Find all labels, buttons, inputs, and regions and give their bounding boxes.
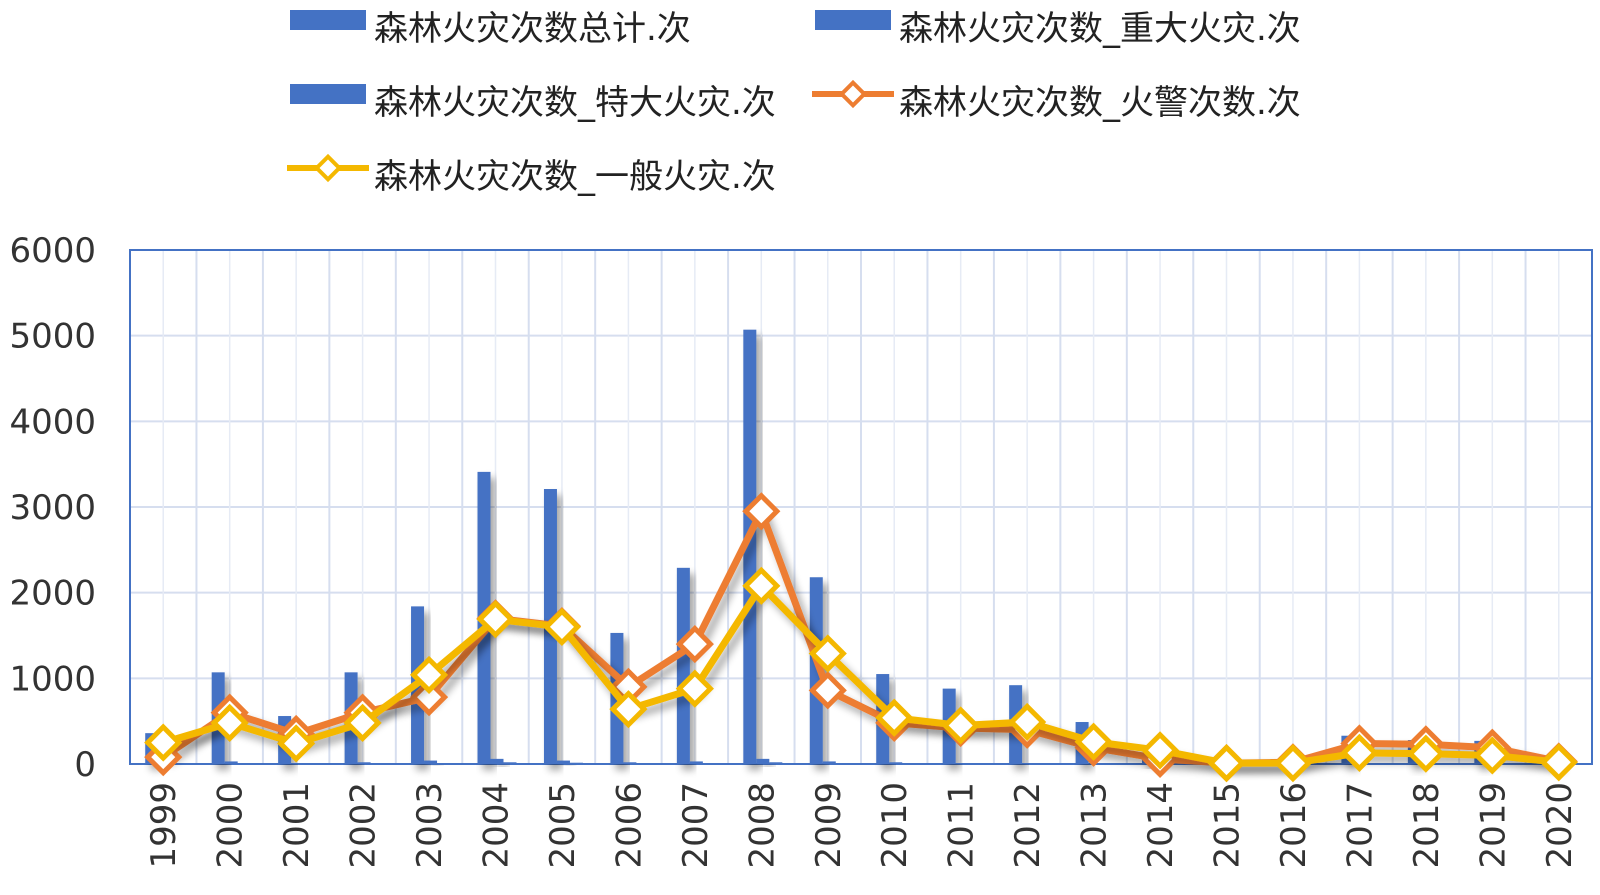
x-tick-label: 2001 xyxy=(277,782,317,869)
legend-label-major: 森林火灾次数_重大火灾.次 xyxy=(899,9,1301,49)
line-point-0-2007 xyxy=(675,624,714,664)
legend-label-total: 森林火灾次数总计.次 xyxy=(374,9,691,49)
x-tick-label: 2005 xyxy=(543,782,583,869)
y-tick-label: 5000 xyxy=(9,317,96,357)
x-tick-label: 2019 xyxy=(1473,782,1513,869)
line-point-1-1999 xyxy=(144,723,183,762)
bar-2-2008 xyxy=(769,762,783,764)
line-point-1-2011 xyxy=(941,706,980,745)
line-point-1-2017 xyxy=(1340,733,1379,772)
x-tick-label: 2016 xyxy=(1274,782,1314,869)
line-point-1-2016 xyxy=(1273,744,1313,783)
line-series xyxy=(144,492,1578,783)
y-tick-label: 3000 xyxy=(9,488,96,528)
x-tick-label: 2012 xyxy=(1008,782,1048,869)
x-tick-label: 2003 xyxy=(410,782,450,869)
line-point-1-2006 xyxy=(609,690,648,729)
bar-2-2005 xyxy=(569,762,583,764)
x-tick-label: 2002 xyxy=(344,782,384,869)
legend-label-extreme: 森林火灾次数_特大火灾.次 xyxy=(374,83,776,123)
bar-2-2004 xyxy=(503,762,517,764)
x-tick-label: 2014 xyxy=(1141,782,1181,869)
x-tick-label: 2008 xyxy=(742,782,782,869)
x-tick-label: 2000 xyxy=(211,782,251,869)
x-tick-label: 2018 xyxy=(1407,782,1447,869)
bar-1-2007 xyxy=(689,761,703,764)
line-point-1-2020 xyxy=(1539,743,1578,782)
legend-swatch-major xyxy=(815,10,891,30)
x-tick-label: 2017 xyxy=(1340,782,1380,869)
legend: 森林火灾次数总计.次 森林火灾次数_重大火灾.次 森林火灾次数_特大火灾.次 森… xyxy=(287,9,1301,197)
y-tick-label: 0 xyxy=(74,745,96,785)
y-tick-label: 6000 xyxy=(9,231,96,271)
legend-swatch-total xyxy=(290,10,366,30)
x-tick-label: 2011 xyxy=(942,782,982,869)
line-point-1-2001 xyxy=(277,724,316,763)
x-tick-label: 2007 xyxy=(676,782,716,869)
bar-0-2008 xyxy=(743,329,757,764)
line-point-1-2014 xyxy=(1140,731,1180,770)
line-series-1 xyxy=(162,582,1560,767)
x-tick-label: 1999 xyxy=(144,782,184,869)
y-tick-label: 4000 xyxy=(9,402,96,442)
bar-1-2003 xyxy=(424,760,438,764)
line-point-1-2015 xyxy=(1207,744,1246,783)
bar-1-2002 xyxy=(357,762,371,764)
line-point-0-2003 xyxy=(409,678,449,717)
bar-0-2007 xyxy=(676,567,690,764)
y-tick-label: 2000 xyxy=(9,574,96,614)
bar-1-2010 xyxy=(889,762,903,764)
line-point-1-2004 xyxy=(476,600,515,639)
line-point-1-2013 xyxy=(1074,722,1113,761)
legend-swatch-general xyxy=(287,153,369,183)
line-point-1-2007 xyxy=(675,669,714,708)
line-point-1-2010 xyxy=(875,698,914,737)
bar-1-2009 xyxy=(822,761,836,764)
bar-2-2003 xyxy=(437,763,451,764)
bar-0-2009 xyxy=(809,577,823,764)
gridlines xyxy=(129,249,1593,765)
bar-1-2000 xyxy=(224,761,238,764)
line-point-1-2018 xyxy=(1406,734,1445,773)
line-point-1-2019 xyxy=(1473,736,1512,775)
bar-1-2005 xyxy=(556,760,570,764)
x-tick-label: 2013 xyxy=(1075,782,1115,869)
line-series-0 xyxy=(161,507,1560,767)
line-point-0-2008 xyxy=(742,492,781,531)
bar-1-2011 xyxy=(955,763,969,764)
plot-area-border xyxy=(129,249,1593,765)
line-point-1-2012 xyxy=(1008,702,1047,742)
y-axis-tick-labels: 0 1000 2000 3000 4000 5000 6000 xyxy=(9,231,96,785)
legend-swatch-alarm xyxy=(812,79,894,109)
bar-1-2008 xyxy=(756,758,770,764)
bar-1-2012 xyxy=(1022,763,1036,764)
line-point-1-2008 xyxy=(742,566,781,605)
legend-swatch-extreme xyxy=(290,84,366,104)
line-point-1-2009 xyxy=(808,634,847,673)
bar-1-2004 xyxy=(490,758,504,764)
y-tick-label: 1000 xyxy=(9,659,96,699)
x-tick-label: 2020 xyxy=(1540,782,1580,869)
line-point-1-2003 xyxy=(409,655,449,694)
x-tick-label: 2015 xyxy=(1208,782,1248,869)
legend-label-general: 森林火灾次数_一般火灾.次 xyxy=(374,157,776,197)
line-point-1-2000 xyxy=(210,703,249,742)
x-tick-label: 2009 xyxy=(809,782,849,869)
line-point-1-2005 xyxy=(542,607,582,647)
bar-2-2009 xyxy=(835,763,849,764)
bar-1-2001 xyxy=(291,763,305,764)
legend-label-alarm: 森林火灾次数_火警次数.次 xyxy=(899,83,1301,123)
bar-2-2007 xyxy=(702,763,716,764)
x-tick-label: 2006 xyxy=(609,782,649,869)
x-tick-label: 2010 xyxy=(875,782,915,869)
bar-1-2006 xyxy=(623,762,637,764)
x-tick-label: 2004 xyxy=(477,782,517,869)
line-point-0-2009 xyxy=(808,671,847,710)
line-point-1-2002 xyxy=(343,703,382,742)
x-axis-tick-labels: 1999 2000 2001 2002 2003 2004 2005 2006 2007 2008… xyxy=(144,782,1580,869)
